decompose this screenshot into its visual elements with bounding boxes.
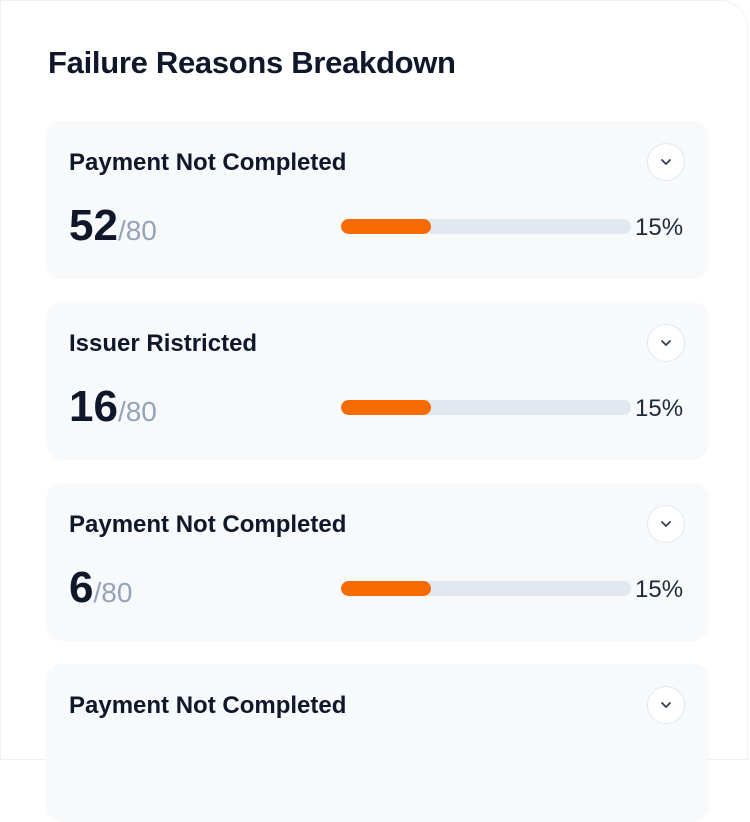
count-value: 52 xyxy=(69,201,118,250)
percent-label: 15% xyxy=(635,576,684,603)
count-total: /80 xyxy=(93,577,133,608)
failure-count: 6/80 xyxy=(69,563,132,613)
reason-name: Payment Not Completed xyxy=(69,692,347,719)
count-value: 6 xyxy=(69,563,94,612)
expand-button[interactable] xyxy=(647,324,685,362)
failure-reasons-panel: Failure Reasons Breakdown Payment Not Co… xyxy=(0,0,748,760)
chevron-down-icon xyxy=(661,159,671,165)
progress-fill xyxy=(341,581,431,596)
progress-fill xyxy=(341,219,431,234)
percent-label: 15% xyxy=(635,214,684,241)
failure-reason-card[interactable]: Payment Not Completed 6/80 15% xyxy=(46,483,709,641)
expand-button[interactable] xyxy=(647,686,685,724)
count-value: 16 xyxy=(69,382,118,431)
progress-bar xyxy=(341,219,631,234)
expand-button[interactable] xyxy=(647,505,685,543)
progress-bar xyxy=(341,581,631,596)
percent-label: 15% xyxy=(635,395,684,422)
failure-reason-card[interactable]: Issuer Ristricted 16/80 15% xyxy=(46,302,709,460)
count-total: /80 xyxy=(117,396,157,427)
reason-name: Payment Not Completed xyxy=(69,511,347,538)
failure-count: 16/80 xyxy=(69,382,157,432)
chevron-down-icon xyxy=(661,340,671,346)
expand-button[interactable] xyxy=(647,143,685,181)
panel-title: Failure Reasons Breakdown xyxy=(48,45,456,80)
chevron-down-icon xyxy=(661,521,671,527)
progress-bar xyxy=(341,400,631,415)
failure-count: 52/80 xyxy=(69,201,157,251)
failure-reason-card[interactable]: Payment Not Completed xyxy=(46,664,709,822)
chevron-down-icon xyxy=(661,702,671,708)
progress-fill xyxy=(341,400,431,415)
failure-reason-card[interactable]: Payment Not Completed 52/80 15% xyxy=(46,121,709,279)
reason-name: Payment Not Completed xyxy=(69,149,347,176)
reason-name: Issuer Ristricted xyxy=(69,330,258,357)
count-total: /80 xyxy=(117,215,157,246)
